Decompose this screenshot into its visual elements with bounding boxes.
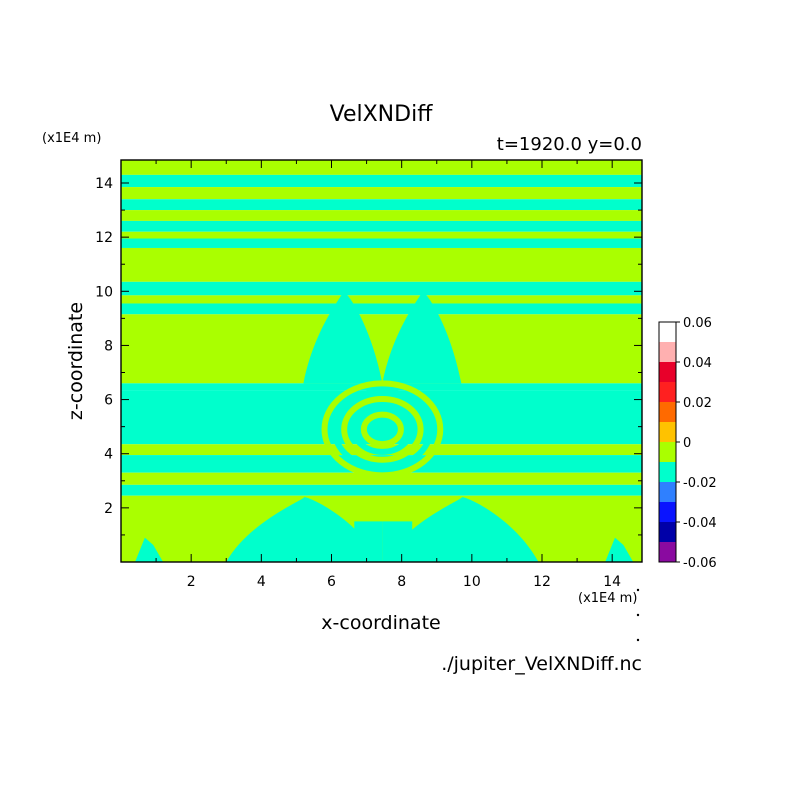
colorbar-segment (659, 502, 676, 522)
x-tick-label: 10 (463, 574, 481, 590)
contour-region (382, 291, 462, 384)
colorbar-segment (659, 462, 676, 482)
contour-band (121, 303, 642, 315)
y-tick-label: 8 (104, 338, 113, 354)
contour-ring (360, 411, 404, 448)
y-axis: 2 4 6 8 10 12 14 (95, 176, 642, 536)
x-axis: 2 4 6 8 10 12 14 (155, 160, 621, 590)
colorbar-segment (659, 322, 676, 342)
source-filename: ./jupiter_VelXNDiff.nc (441, 653, 642, 675)
contour-band (121, 281, 642, 296)
y-tick-label: 12 (95, 230, 113, 246)
contour-band (121, 210, 642, 221)
colorbar-tick-label: 0 (683, 436, 691, 451)
x-tick-label: 14 (603, 574, 621, 590)
colorbar-segment (659, 482, 676, 502)
colorbar-tick-label: 0.06 (683, 316, 712, 331)
x-tick-label: 4 (257, 574, 266, 590)
colorbar-segment (659, 402, 676, 422)
y-tick-label: 4 (104, 447, 113, 463)
contour-ring (321, 380, 444, 479)
chart-title: VelXNDiff (330, 102, 434, 127)
contour-band (121, 160, 642, 175)
x-tick-label: 2 (187, 574, 196, 590)
contour-region (384, 497, 539, 562)
colorbar-tick-label: -0.06 (683, 556, 717, 571)
contour-region (135, 537, 164, 562)
contour-band (121, 174, 642, 188)
plot-frame (120, 159, 643, 563)
x-tick-label: 12 (533, 574, 551, 590)
contour-region (226, 497, 381, 562)
contour-ring (341, 395, 424, 463)
colorbar-segment (659, 342, 676, 362)
x-unit-label: (x1E4 m) (578, 591, 637, 606)
x-tick-label: 8 (397, 574, 406, 590)
contour-band (121, 383, 642, 391)
y-tick-label: 14 (95, 176, 113, 192)
colorbar-segment (659, 382, 676, 402)
y-tick-label: 6 (104, 393, 113, 409)
contour-band (121, 472, 642, 485)
contour-band (121, 455, 642, 473)
colorbar-segment (659, 542, 676, 562)
contour-band (121, 187, 642, 200)
contour-region (303, 291, 383, 384)
marker-dot (636, 638, 640, 642)
contour-band (121, 238, 642, 248)
y-axis-label: z-coordinate (65, 302, 87, 420)
colorbar-tick-label: -0.02 (683, 476, 717, 491)
contour-band (121, 247, 642, 282)
colorbar-tick-label: -0.04 (683, 516, 717, 531)
y-tick-label: 10 (95, 284, 113, 300)
colorbar-segment (659, 522, 676, 542)
x-axis-label: x-coordinate (321, 612, 440, 634)
x-tick-label: 6 (327, 574, 336, 590)
contour-band (121, 314, 642, 384)
marker-dot (636, 588, 640, 592)
y-tick-label: 2 (104, 501, 113, 517)
contour-band (121, 295, 642, 304)
colorbar-segment (659, 422, 676, 442)
contour-band (121, 220, 642, 232)
colorbar-segment (659, 442, 676, 462)
contour-ring (351, 403, 414, 455)
colorbar-tick-label: 0.04 (683, 356, 712, 371)
contour-band (121, 484, 642, 496)
colorbar: 0.06 0.04 0.02 0 -0.02 -0.04 -0.06 (658, 316, 717, 571)
chart-subtitle: t=1920.0 y=0.0 (497, 134, 642, 155)
contour-band (121, 199, 642, 211)
contour-band (121, 231, 642, 239)
colorbar-segment (659, 362, 676, 382)
contour-field (121, 160, 642, 562)
colorbar-tick-label: 0.02 (683, 396, 712, 411)
y-unit-label: (x1E4 m) (42, 131, 101, 146)
marker-dot (636, 613, 640, 617)
contour-ring (331, 388, 434, 471)
